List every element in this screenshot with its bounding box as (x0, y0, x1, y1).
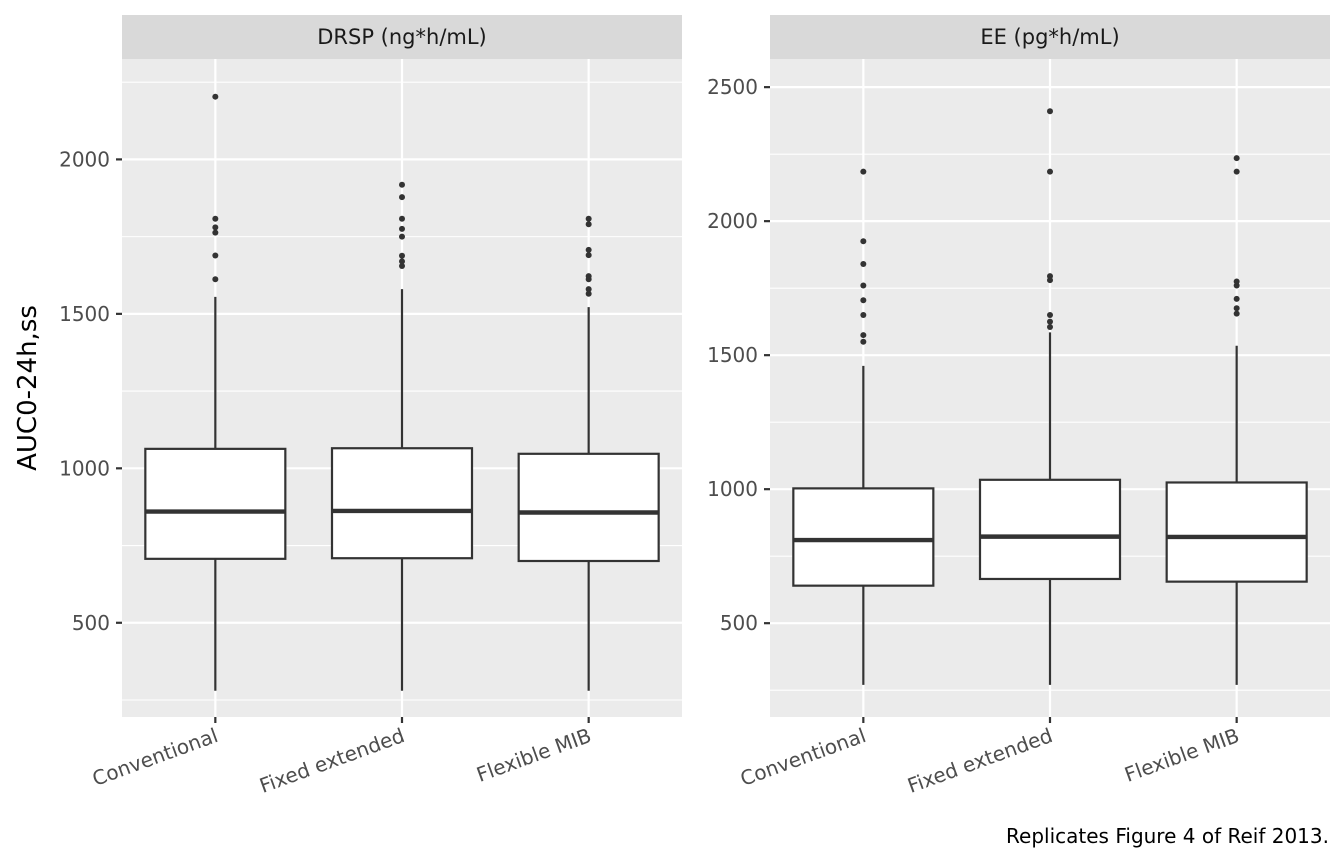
box-2 (330, 181, 474, 691)
outlier-point (212, 215, 219, 222)
outlier-point (860, 238, 867, 245)
y-tick-label: 1500 (59, 302, 110, 326)
outlier-point (212, 252, 219, 259)
y-tick-label: 2500 (707, 75, 758, 99)
outlier-point (585, 290, 592, 297)
outlier-point (399, 225, 405, 232)
y-tick-label: 500 (72, 611, 110, 635)
outlier-point (399, 258, 405, 265)
facet-title: EE (pg*h/mL) (980, 25, 1119, 49)
outlier-point (585, 221, 592, 228)
box-1 (792, 168, 935, 685)
outlier-point (212, 224, 219, 231)
panel-1: DRSP (ng*h/mL) 500 1000 1500 2000 Conventiona… (59, 15, 682, 798)
iqr-box (792, 487, 935, 587)
iqr-box (978, 478, 1122, 581)
outlier-point (585, 273, 592, 280)
x-tick-label: Conventional (89, 723, 221, 791)
outlier-point (1047, 273, 1053, 280)
outlier-point (860, 168, 867, 175)
outlier-point (399, 215, 405, 222)
x-tick-label: Flexible MIB (1121, 723, 1242, 787)
outlier-point (1233, 155, 1240, 162)
y-tick-label: 2000 (707, 209, 758, 233)
outlier-point (399, 252, 405, 259)
y-tick-label: 2000 (59, 147, 110, 171)
outlier-point (212, 93, 219, 100)
outlier-point (1047, 168, 1053, 175)
iqr-box (144, 447, 287, 560)
box-3 (517, 215, 660, 691)
outlier-point (860, 282, 867, 289)
outlier-point (1047, 324, 1053, 331)
outlier-point (1047, 108, 1053, 115)
outlier-point (585, 246, 592, 253)
iqr-box (1165, 481, 1308, 583)
facet-title: DRSP (ng*h/mL) (317, 25, 487, 49)
y-tick-label: 1000 (59, 456, 110, 480)
y-tick-label: 1500 (707, 343, 758, 367)
outlier-point (399, 262, 405, 269)
outlier-point (1233, 310, 1240, 317)
outlier-point (860, 261, 867, 268)
outlier-point (860, 332, 867, 339)
facet-strip (122, 15, 682, 59)
box-1 (144, 93, 287, 691)
y-tick-label: 500 (720, 611, 758, 635)
iqr-box (330, 447, 474, 560)
x-tick-label: Fixed extended (256, 723, 408, 798)
outlier-point (1233, 295, 1240, 302)
outlier-point (585, 252, 592, 259)
outlier-point (399, 194, 405, 201)
outlier-point (860, 338, 867, 345)
outlier-point (585, 215, 592, 222)
outlier-point (1047, 311, 1053, 318)
y-axis-title: AUC0-24h,ss (13, 305, 43, 471)
outlier-point (399, 233, 405, 240)
facet-strip (770, 15, 1330, 59)
outlier-point (212, 276, 219, 283)
outlier-point (212, 229, 219, 236)
outlier-point (1233, 305, 1240, 312)
panel-2: EE (pg*h/mL) 500 1000 1500 2000 2500 Conventio… (707, 15, 1330, 798)
outlier-point (860, 297, 867, 304)
box-2 (978, 108, 1122, 685)
x-tick-label: Fixed extended (904, 723, 1056, 798)
outlier-point (1233, 168, 1240, 175)
outlier-point (1047, 318, 1053, 325)
x-tick-label: Conventional (737, 723, 869, 791)
x-tick-label: Flexible MIB (473, 723, 594, 787)
y-tick-label: 1000 (707, 477, 758, 501)
outlier-point (1233, 278, 1240, 285)
iqr-box (517, 452, 660, 563)
figure-caption: Replicates Figure 4 of Reif 2013. (1006, 824, 1329, 848)
outlier-point (399, 181, 405, 188)
box-3 (1165, 155, 1308, 685)
outlier-point (860, 311, 867, 318)
outlier-point (585, 286, 592, 293)
